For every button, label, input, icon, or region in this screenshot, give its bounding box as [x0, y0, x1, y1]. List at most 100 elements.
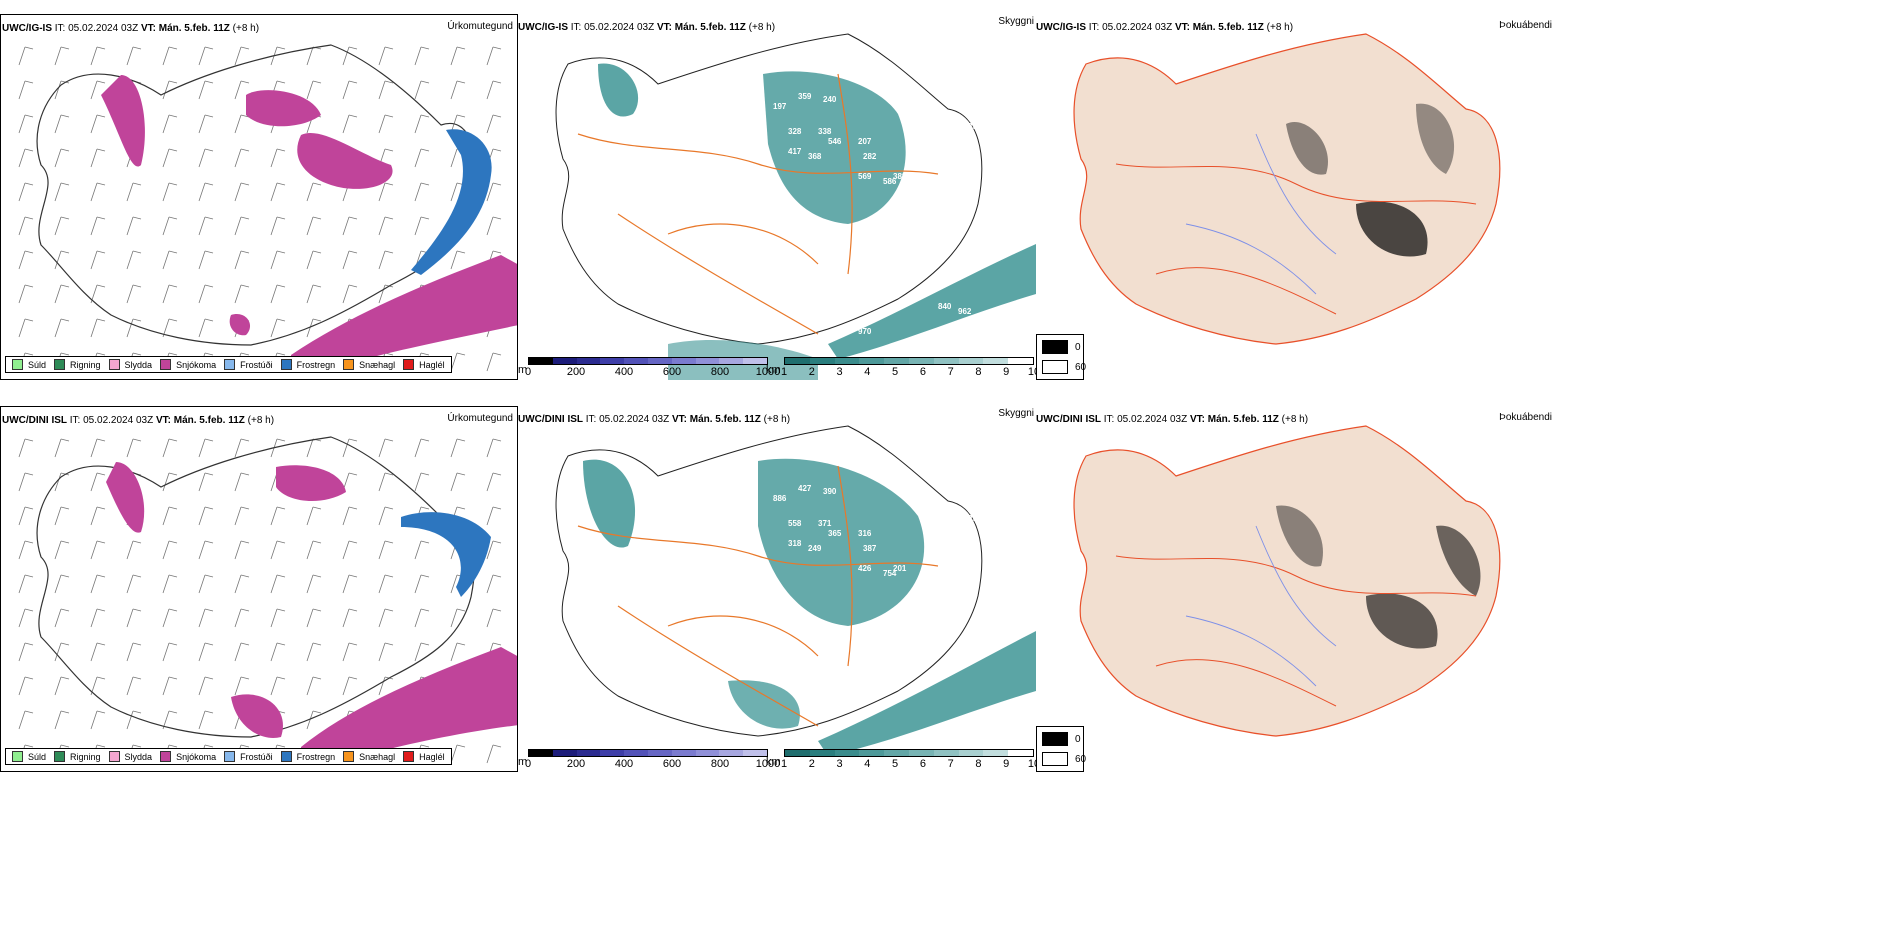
station-visibility-label: 295: [968, 514, 982, 523]
station-visibility-label: 182: [908, 212, 922, 221]
station-visibility-label: 231: [938, 157, 952, 166]
wind-barb: [18, 216, 34, 236]
wind-barb: [270, 250, 286, 270]
wind-barb: [162, 642, 178, 662]
wind-barb: [126, 710, 142, 730]
panel-title: Skyggni: [998, 408, 1034, 419]
colorbar-tick: 5: [892, 366, 899, 378]
wind-barb: [342, 80, 358, 100]
wind-barb: [270, 608, 286, 628]
panel-title: Úrkomutegund: [447, 21, 513, 32]
wind-barb: [90, 642, 106, 662]
wind-barb: [90, 80, 106, 100]
wind-barb: [306, 318, 322, 338]
wind-barb: [414, 472, 430, 492]
colorbar-tick: 1000: [755, 758, 781, 770]
station-visibility-label: 388: [893, 172, 907, 181]
wind-barb: [234, 216, 250, 236]
wind-barb: [378, 574, 394, 594]
wind-barb: [342, 506, 358, 526]
colorbar-tick: 2: [808, 758, 815, 770]
wind-barb: [198, 182, 214, 202]
wind-barb: [198, 472, 214, 492]
wind-barb: [378, 472, 394, 492]
wind-barb: [378, 608, 394, 628]
station-visibility-label: 328: [788, 127, 802, 136]
wind-barb: [162, 182, 178, 202]
wind-barb: [126, 250, 142, 270]
wind-barb: [342, 642, 358, 662]
wind-barb: [306, 284, 322, 304]
wind-barb: [18, 642, 34, 662]
wind-barb: [162, 438, 178, 458]
wind-barb: [342, 472, 358, 492]
wind-barb: [126, 574, 142, 594]
fog-panel-row1: UWC/IG-IS IT: 05.02.2024 03Z VT: Mán. 5.…: [1036, 14, 1554, 380]
colorbar-tick: 8: [975, 758, 982, 770]
colorbar-tick: 1: [780, 758, 788, 770]
wind-barb: [198, 506, 214, 526]
wind-barb: [198, 216, 214, 236]
wind-barb: [342, 46, 358, 66]
wind-barb: [234, 182, 250, 202]
wind-barb: [306, 216, 322, 236]
wind-barb: [54, 438, 70, 458]
colorbar-tick: 600: [662, 366, 682, 378]
wind-barb: [54, 216, 70, 236]
visibility-panel-row1: 197 359 240 546 338 207 282 328 417 368 569 586 388 2…: [518, 14, 1036, 380]
precip-map-row1: [18, 44, 517, 372]
wind-barb: [198, 250, 214, 270]
station-visibility-label: 253: [773, 202, 787, 211]
wind-barb: [90, 216, 106, 236]
fog-map-row1: [1073, 33, 1501, 345]
wind-barb: [486, 438, 502, 458]
wind-barb: [234, 574, 250, 594]
wind-barb: [90, 182, 106, 202]
wind-barb: [54, 608, 70, 628]
wind-barb: [450, 642, 466, 662]
wind-barb: [486, 506, 502, 526]
station-visibility-label: 368: [808, 152, 822, 161]
station-visibility-label: 754: [883, 569, 897, 578]
station-visibility-label: 359: [798, 92, 812, 101]
precip-type-panel-row2: UWC/DINI ISL IT: 05.02.2024 03Z VT: Mán.…: [0, 406, 518, 772]
wind-barb: [450, 352, 466, 372]
wind-barb: [378, 182, 394, 202]
fog-legend-row1: 0 60: [1036, 334, 1086, 380]
wind-barb: [162, 472, 178, 492]
wind-barb: [306, 80, 322, 100]
panel-header: UWC/IG-IS IT: 05.02.2024 03Z VT: Mán. 5.…: [518, 22, 776, 33]
wind-barb: [270, 182, 286, 202]
wind-barb: [198, 574, 214, 594]
wind-barb: [90, 46, 106, 66]
wind-barb: [90, 148, 106, 168]
station-visibility-label: 201: [893, 564, 907, 573]
wind-barb: [486, 80, 502, 100]
wind-barb: [270, 148, 286, 168]
station-visibility-label: 886: [773, 494, 787, 503]
station-visibility-label: 240: [823, 95, 837, 104]
wind-barb: [450, 472, 466, 492]
panel-title: Úrkomutegund: [447, 413, 513, 424]
wind-barb: [486, 472, 502, 492]
station-visibility-label: 224: [898, 222, 912, 231]
wind-barb: [270, 506, 286, 526]
wind-barb: [378, 114, 394, 134]
wind-barb: [126, 608, 142, 628]
wind-barb: [126, 540, 142, 560]
colorbar-tick: 800: [710, 758, 730, 770]
station-visibility-label: 387: [863, 544, 877, 553]
wind-barb: [378, 642, 394, 662]
colorbar-tick: 8: [975, 366, 982, 378]
wind-barb: [306, 574, 322, 594]
wind-barb: [198, 284, 214, 304]
colorbar-tick: 1000: [755, 366, 781, 378]
colorbar-tick: 0: [524, 366, 532, 378]
wind-barb: [162, 80, 178, 100]
wind-barb: [342, 114, 358, 134]
wind-barb: [18, 250, 34, 270]
wind-barb: [234, 46, 250, 66]
wind-barb: [306, 506, 322, 526]
